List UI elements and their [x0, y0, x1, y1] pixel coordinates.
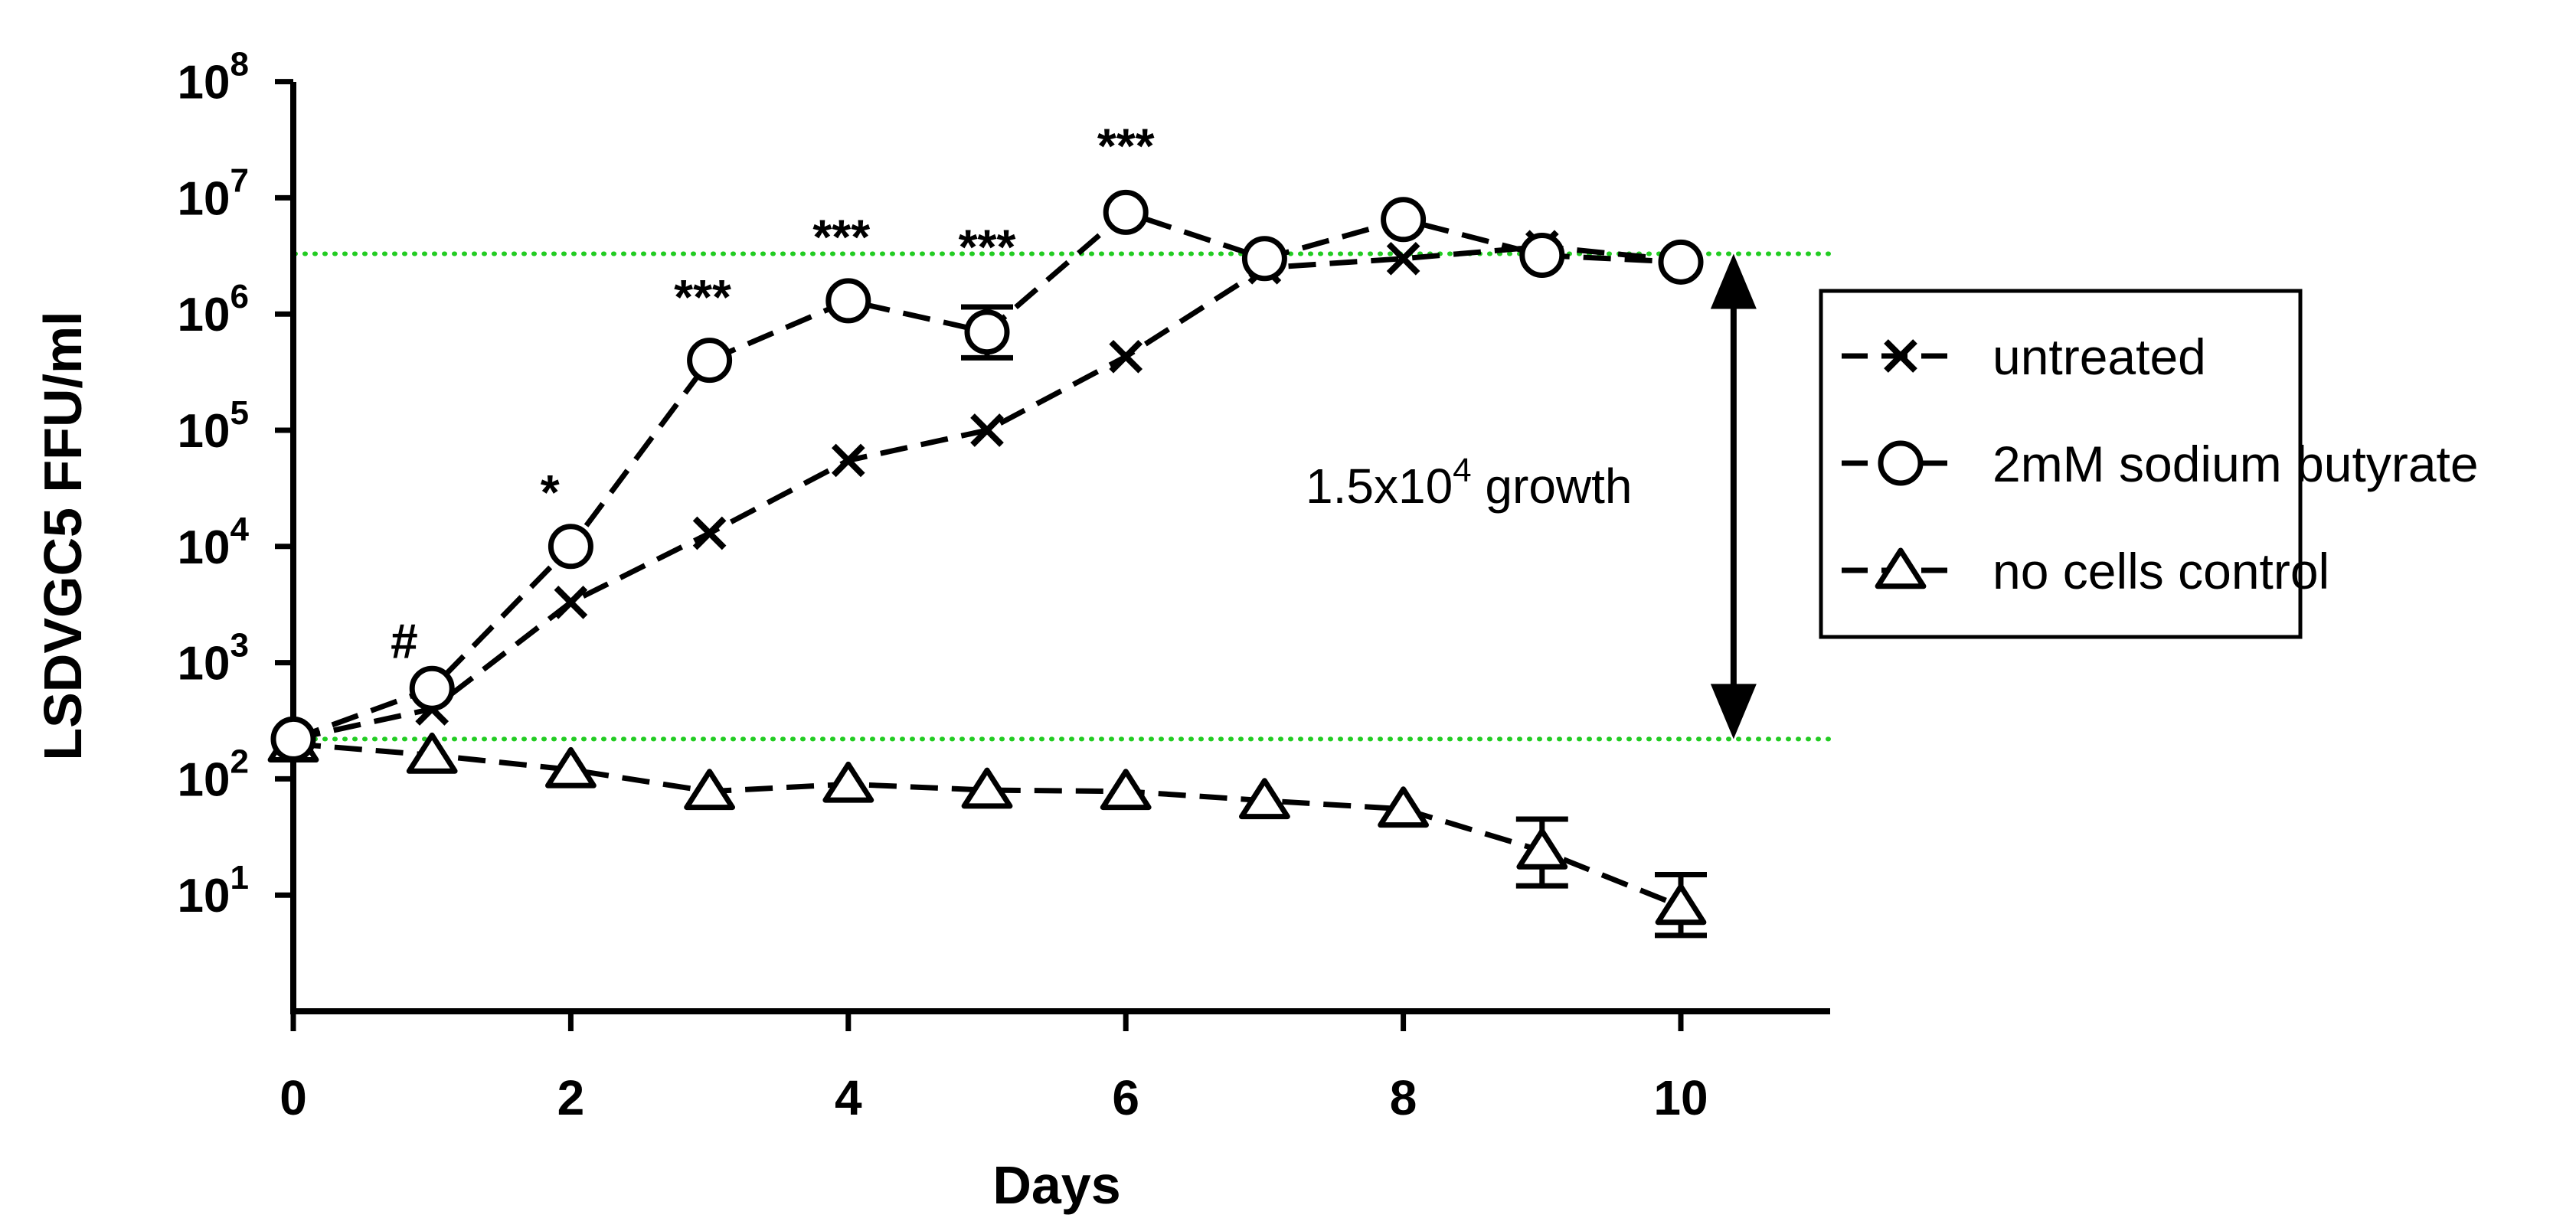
data-point — [822, 761, 874, 803]
y-tick-label: 105 — [178, 394, 249, 458]
data-point — [687, 338, 733, 384]
x-tick-label: 8 — [1390, 1070, 1417, 1125]
data-point — [1516, 828, 1568, 870]
data-point — [409, 665, 455, 711]
series-group — [267, 189, 1707, 939]
annotations: #******* ******1.5x104 growth — [391, 119, 1757, 740]
y-tick-label: 106 — [178, 278, 249, 341]
y-tick-label: 104 — [178, 511, 250, 574]
data-point — [548, 524, 593, 570]
x-marker-stroke — [1386, 241, 1420, 276]
legend-item: no cells control — [1842, 543, 2329, 599]
data-point — [1658, 239, 1704, 285]
data-point — [825, 278, 871, 324]
data-point — [1109, 340, 1143, 374]
data-point — [692, 516, 727, 550]
legend: untreated 2mM sodium butyrate no cells con… — [1819, 289, 2479, 639]
reference-lines — [293, 251, 1832, 742]
y-tick-label: 101 — [178, 859, 249, 922]
data-point — [545, 746, 597, 789]
y-axis-label: LSDVGC5 FFU/ml — [33, 311, 93, 760]
y-tick-label: 102 — [178, 743, 249, 806]
data-point — [831, 443, 865, 478]
growth-arrow-head-down — [1710, 684, 1757, 740]
x-marker-stroke — [1109, 340, 1143, 374]
significance-mark: *** — [812, 209, 870, 264]
x-tick-label: 0 — [280, 1070, 307, 1125]
data-point — [406, 732, 458, 774]
legend-item: 2mM sodium butyrate — [1842, 436, 2479, 492]
data-point — [961, 767, 1013, 809]
x-tick-label: 6 — [1112, 1070, 1139, 1125]
data-point — [1386, 241, 1420, 276]
legend-marker — [1878, 440, 1924, 486]
legend-label: no cells control — [1992, 543, 2329, 599]
growth-arrow-head-up — [1710, 253, 1757, 309]
significance-mark: *** — [1097, 119, 1155, 174]
data-point — [1103, 189, 1149, 235]
significance-mark: *** — [959, 220, 1016, 275]
data-point — [270, 716, 316, 762]
x-tick-label: 10 — [1653, 1070, 1708, 1125]
y-tick-label: 108 — [178, 46, 249, 109]
legend-marker — [1884, 339, 1917, 373]
x-marker-stroke — [554, 586, 588, 619]
data-point — [554, 586, 588, 619]
x-tick-label: 4 — [835, 1070, 862, 1125]
data-point — [1378, 786, 1429, 828]
y-tick-label: 107 — [178, 162, 249, 225]
data-point — [964, 309, 1010, 355]
x-axis-label: Days — [992, 1155, 1120, 1215]
x-marker-stroke — [831, 443, 865, 478]
data-point — [1241, 236, 1287, 282]
data-point — [1381, 197, 1427, 243]
legend-marker — [1875, 547, 1927, 589]
significance-mark: # — [391, 613, 418, 668]
legend-label: untreated — [1992, 328, 2206, 385]
data-point — [1239, 778, 1290, 820]
x-marker-stroke — [692, 516, 727, 550]
data-point — [684, 769, 735, 811]
growth-label: 1.5x104 growth — [1306, 452, 1633, 514]
series-line-2 — [293, 741, 1682, 909]
significance-mark: * — [541, 465, 560, 520]
x-marker-stroke — [1884, 339, 1917, 373]
data-point — [1655, 883, 1707, 926]
legend-item: untreated — [1842, 328, 2206, 385]
data-point — [1519, 233, 1565, 279]
x-tick-label: 2 — [557, 1070, 585, 1125]
legend-label: 2mM sodium butyrate — [1992, 436, 2479, 492]
significance-mark: *** — [674, 269, 731, 325]
data-point — [1100, 769, 1152, 811]
y-tick-label: 103 — [178, 627, 249, 691]
x-marker-stroke — [970, 413, 1004, 447]
axes: 101 102 103 104 105 106 107 108 0 2 4 6 8 10 Days LSDVG… — [33, 46, 1830, 1215]
data-point — [970, 413, 1004, 447]
